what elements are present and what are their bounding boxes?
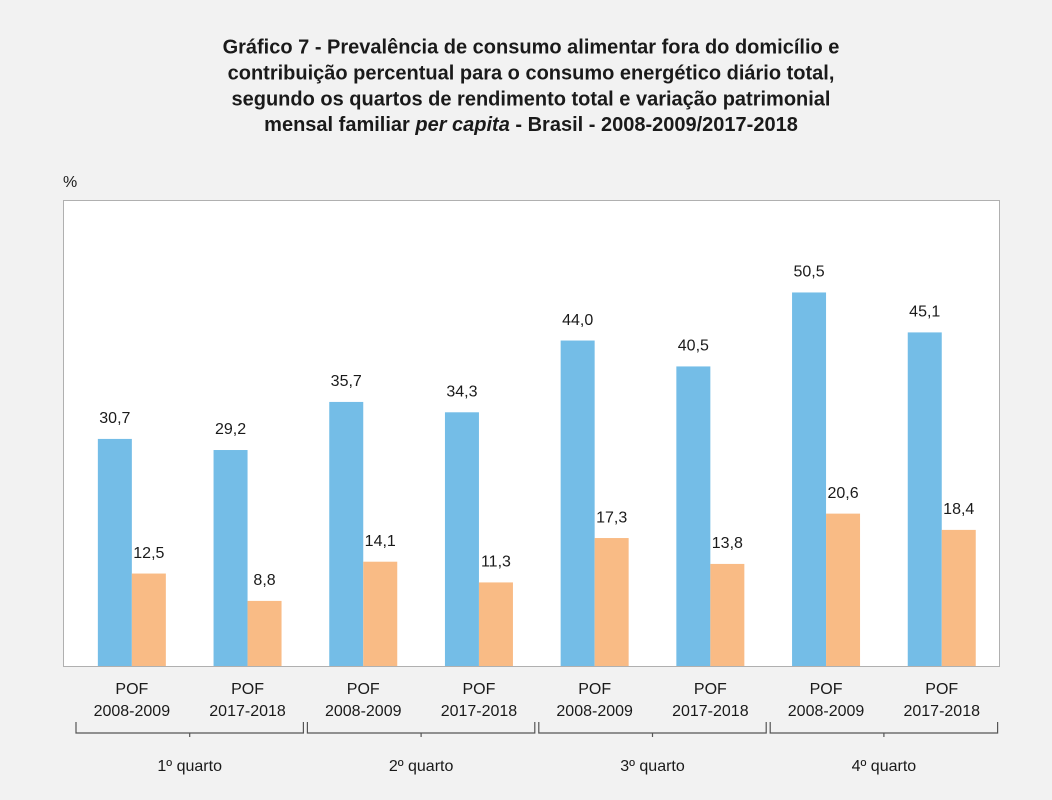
bar — [792, 292, 827, 666]
value-label: 35,7 — [331, 373, 362, 390]
group-label: 2º quarto — [389, 758, 454, 775]
bar — [710, 563, 745, 666]
value-label: 14,1 — [365, 533, 396, 550]
title-part: - Brasil - 2008-2009/2017-2018 — [510, 114, 798, 136]
bar — [329, 401, 364, 666]
x-tick-label: POF — [115, 681, 148, 698]
bar — [363, 561, 398, 666]
bar — [594, 538, 629, 666]
value-label: 13,8 — [712, 535, 743, 552]
group-label: 3º quarto — [620, 758, 685, 775]
group-bracket — [538, 722, 767, 737]
bar — [97, 438, 132, 666]
chart-title: Gráfico 7 - Prevalência de consumo alime… — [223, 36, 840, 58]
x-tick-label: 2017-2018 — [903, 703, 980, 720]
value-label: 29,2 — [215, 421, 246, 438]
chart-title: contribuição percentual para o consumo e… — [228, 62, 835, 84]
x-tick-label: POF — [694, 681, 727, 698]
x-tick-label: 2017-2018 — [209, 703, 286, 720]
x-tick-label: 2017-2018 — [441, 703, 518, 720]
x-tick-label: POF — [463, 681, 496, 698]
x-tick-label: POF — [347, 681, 380, 698]
x-tick-label: POF — [231, 681, 264, 698]
group-bracket — [75, 722, 304, 737]
chart-title: segundo os quartos de rendimento total e… — [231, 88, 830, 110]
bar — [247, 600, 282, 666]
value-label: 40,5 — [678, 338, 709, 355]
value-label: 11,3 — [481, 554, 511, 571]
value-label: 44,0 — [562, 312, 593, 329]
x-tick-label: POF — [578, 681, 611, 698]
bar — [941, 529, 976, 666]
chart-title: mensal familiar per capita - Brasil - 20… — [264, 114, 798, 136]
group-bracket — [769, 722, 999, 737]
x-tick-label: 2008-2009 — [556, 703, 633, 720]
bar — [213, 450, 248, 666]
bar — [826, 513, 861, 666]
x-tick-label: 2008-2009 — [325, 703, 402, 720]
group-label: 4º quarto — [852, 758, 917, 775]
group-bracket — [306, 722, 536, 737]
value-label: 8,8 — [253, 572, 275, 589]
value-label: 12,5 — [133, 545, 164, 562]
value-label: 20,6 — [827, 485, 858, 502]
value-label: 30,7 — [99, 410, 130, 427]
value-label: 34,3 — [446, 384, 477, 401]
value-label: 18,4 — [943, 501, 974, 518]
value-label: 17,3 — [596, 509, 627, 526]
x-tick-label: 2008-2009 — [788, 703, 865, 720]
y-axis-label: % — [63, 174, 77, 191]
value-label: 45,1 — [909, 304, 940, 321]
bar — [131, 573, 166, 666]
x-tick-label: POF — [810, 681, 843, 698]
x-tick-label: 2008-2009 — [94, 703, 171, 720]
value-label: 50,5 — [793, 264, 824, 281]
bar — [444, 412, 479, 666]
x-tick-label: 2017-2018 — [672, 703, 749, 720]
x-tick-label: POF — [925, 681, 958, 698]
group-label: 1º quarto — [157, 758, 222, 775]
bar — [676, 366, 711, 666]
title-part: mensal familiar — [264, 114, 415, 136]
bar — [560, 340, 595, 666]
title-part: per capita — [414, 114, 509, 136]
bar — [907, 332, 942, 666]
bar — [478, 582, 513, 666]
